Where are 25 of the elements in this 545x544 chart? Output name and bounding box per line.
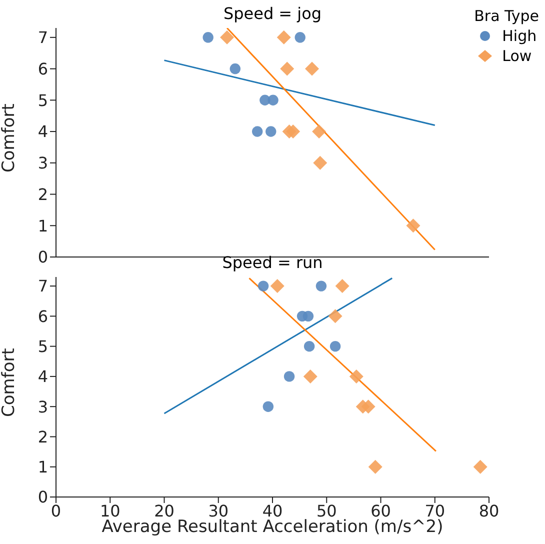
chart-title: Speed = jog — [223, 4, 322, 23]
chart-title: Speed = run — [221, 253, 324, 272]
y-tick-label: 2 — [38, 184, 48, 204]
y-tick-label: 1 — [38, 216, 48, 236]
y-tick-label: 0 — [38, 248, 48, 267]
x-tick-label: 80 — [478, 501, 500, 520]
y-axis-title: Comfort — [0, 103, 20, 172]
y-axis-title: Comfort — [0, 348, 20, 417]
y-tick-label: 7 — [38, 28, 48, 48]
legend-label: Low — [502, 46, 532, 66]
x-tick-label: 0 — [50, 501, 62, 520]
y-tick-label: 3 — [38, 154, 48, 173]
y-tick-label: 6 — [38, 306, 48, 326]
legend-title: Bra Type — [474, 6, 539, 26]
y-tick-label: 0 — [38, 488, 48, 507]
y-tick-label: 1 — [38, 458, 48, 477]
y-tick-label: 4 — [38, 122, 48, 142]
y-tick-label: 6 — [38, 59, 48, 78]
legend-label: High — [502, 26, 537, 46]
y-tick-label: 4 — [38, 367, 48, 386]
y-tick-label: 3 — [38, 397, 48, 416]
y-tick-label: 7 — [38, 276, 48, 296]
y-tick-label: 2 — [38, 427, 48, 446]
y-tick-label: 5 — [38, 90, 48, 110]
y-tick-label: 5 — [38, 336, 48, 356]
